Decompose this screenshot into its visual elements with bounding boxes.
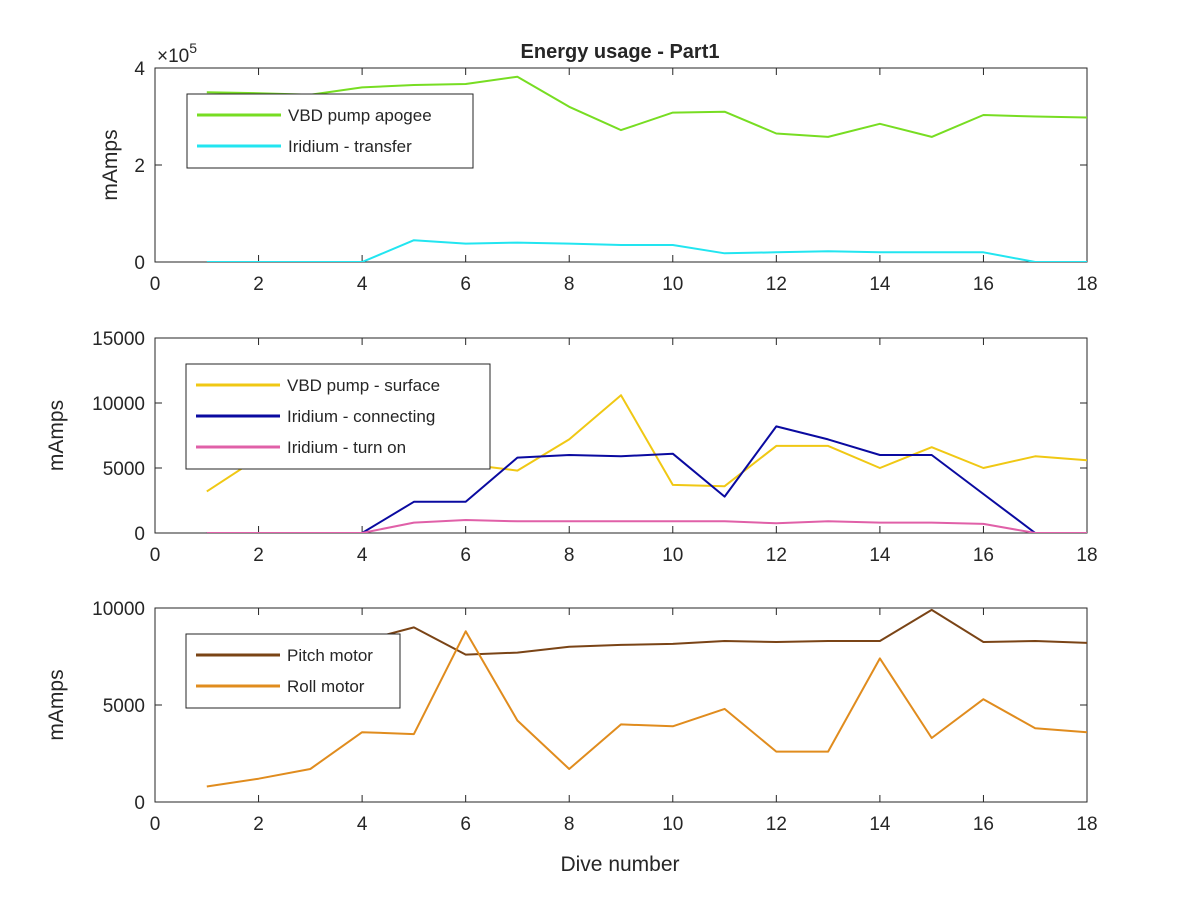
x-tick-label: 4 <box>357 274 368 295</box>
x-tick-label: 8 <box>564 814 575 835</box>
legend-label: Roll motor <box>287 677 365 696</box>
series-line-roll-motor <box>206 630 1087 788</box>
series-lines <box>206 75 1087 262</box>
x-tick-label: 12 <box>766 814 787 835</box>
x-tick-label: 8 <box>564 545 575 566</box>
x-tick-label: 6 <box>460 545 471 566</box>
y-exponent-label: ×105 <box>157 40 197 67</box>
x-tick-label: 14 <box>869 814 891 835</box>
x-tick-label: 8 <box>564 274 575 295</box>
legend-label: VBD pump - surface <box>287 376 440 395</box>
x-tick-label: 0 <box>150 545 161 566</box>
legend-label: VBD pump apogee <box>288 106 432 125</box>
legend-box <box>186 93 474 169</box>
x-axis-label: Dive number <box>560 853 679 876</box>
x-tick-label: 2 <box>253 545 264 566</box>
subplot-panels: 0 2 4 6 8 10 12 14 16 18 0 2 4 ×105 mAmps VBD pump apog… <box>45 40 1098 835</box>
legend-box <box>185 633 401 709</box>
x-tick-label: 18 <box>1076 274 1097 295</box>
x-tick-label: 10 <box>662 545 683 566</box>
y-tick-label: 0 <box>134 793 145 814</box>
legend: VBD pump apogee Iridium - transfer <box>186 93 474 169</box>
x-tick-label: 6 <box>460 814 471 835</box>
y-axis-label: mAmps <box>45 400 68 471</box>
subplot-2: 0 2 4 6 8 10 12 14 16 18 0 5000 10000 15000 mAmps VBD p… <box>45 329 1098 566</box>
x-tick-label: 12 <box>766 545 787 566</box>
x-tick-label: 18 <box>1076 814 1097 835</box>
figure-title: Energy usage - Part1 <box>521 41 720 63</box>
x-tick-label: 16 <box>973 274 994 295</box>
x-tick-label: 14 <box>869 545 891 566</box>
y-tick-label: 10000 <box>92 394 145 415</box>
y-tick-label: 2 <box>134 156 145 177</box>
x-tick-label: 14 <box>869 274 891 295</box>
x-tick-label: 4 <box>357 545 368 566</box>
y-tick-label: 10000 <box>92 599 145 620</box>
series-line-iridium-transfer <box>206 239 1087 262</box>
y-tick-label: 4 <box>134 59 145 80</box>
legend-label: Pitch motor <box>287 646 373 665</box>
y-exponent-power: 5 <box>189 40 197 56</box>
subplot-3: 0 2 4 6 8 10 12 14 16 18 0 5000 10000 mAmps Pitch moto… <box>45 599 1098 835</box>
x-tick-label: 2 <box>253 814 264 835</box>
legend-label: Iridium - turn on <box>287 438 406 457</box>
x-tick-label: 0 <box>150 274 161 295</box>
legend-label: Iridium - transfer <box>288 137 412 156</box>
y-tick-label: 5000 <box>103 696 145 717</box>
x-tick-label: 0 <box>150 814 161 835</box>
x-tick-label: 16 <box>973 814 994 835</box>
x-tick-label: 10 <box>662 274 683 295</box>
legend: Pitch motor Roll motor <box>185 633 401 709</box>
series-line-vbd-pump-apogee <box>206 75 1087 138</box>
x-tick-label: 2 <box>253 274 264 295</box>
x-tick-label: 16 <box>973 545 994 566</box>
y-tick-label: 5000 <box>103 459 145 480</box>
y-tick-label: 0 <box>134 524 145 545</box>
y-axis-label: mAmps <box>45 669 68 740</box>
x-tick-label: 4 <box>357 814 368 835</box>
subplot-1: 0 2 4 6 8 10 12 14 16 18 0 2 4 ×105 mAmps VBD pump apog… <box>99 40 1098 295</box>
legend-label: Iridium - connecting <box>287 407 435 426</box>
x-tick-label: 12 <box>766 274 787 295</box>
x-tick-label: 6 <box>460 274 471 295</box>
y-tick-label: 0 <box>134 253 145 274</box>
x-tick-label: 10 <box>662 814 683 835</box>
x-tick-label: 18 <box>1076 545 1097 566</box>
y-axis-label: mAmps <box>99 129 122 200</box>
series-line-iridium-turn-on <box>206 519 1087 533</box>
legend: VBD pump - surface Iridium - connecting Ir… <box>185 363 491 470</box>
y-tick-label: 15000 <box>92 329 145 350</box>
series-line-iridium-connecting <box>206 425 1087 533</box>
